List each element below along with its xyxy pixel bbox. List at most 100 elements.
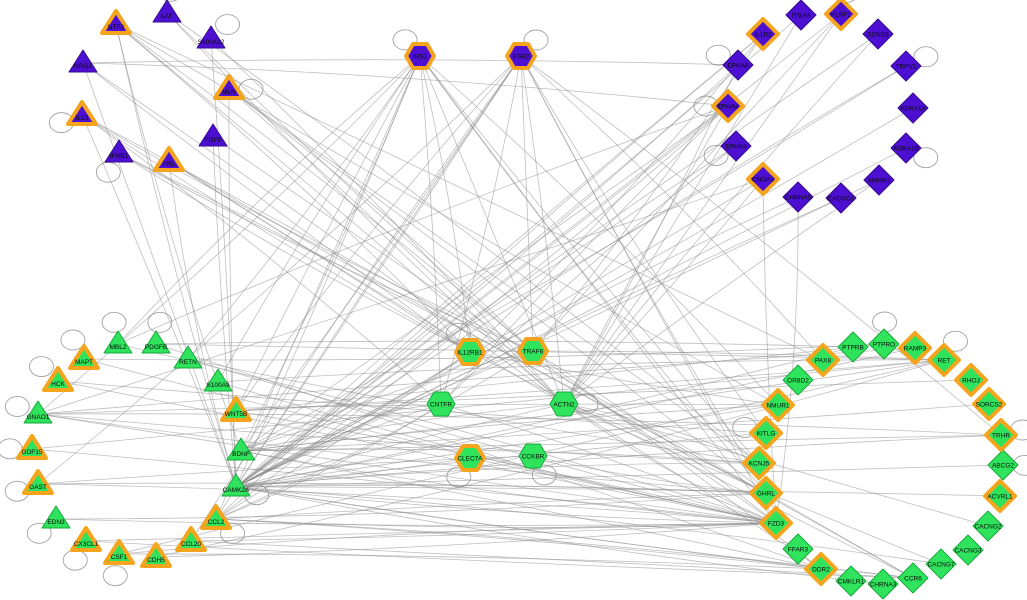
node-CLEC7A[interactable]: CLEC7A (454, 444, 486, 472)
node-shape (505, 42, 537, 70)
node-ADRA1B[interactable]: ADRA1B (890, 132, 922, 164)
node-FZD3[interactable]: FZD3 (759, 506, 793, 540)
edge-CCL2-GHRL (215, 492, 767, 520)
node-shape (203, 368, 233, 392)
edge-RETN-FZD3 (187, 358, 777, 524)
edge-AMHR2-CAMK2A (235, 179, 880, 488)
node-shape (100, 9, 132, 35)
node-ITGA8[interactable]: ITGA8 (785, 0, 817, 31)
self-loop-MBL2 (101, 311, 127, 333)
node-CX3CL1[interactable]: CX3CL1 (70, 526, 102, 552)
edge-CNTFR-CAMK2A (235, 403, 442, 488)
node-PTPRB[interactable]: PTPRB (837, 331, 869, 363)
node-shape (746, 162, 780, 196)
node-shape (221, 473, 251, 497)
node-EPHA8[interactable]: EPHA8 (722, 49, 754, 81)
node-EPHA3[interactable]: EPHA3 (720, 130, 752, 162)
edge-HCK-FZD3 (57, 380, 777, 524)
edge-CAMK2A-TRHR (235, 434, 1002, 488)
node-CCKBR[interactable]: CCKBR (518, 443, 548, 469)
node-MAPT[interactable]: MAPT (68, 344, 100, 370)
node-shape (987, 449, 1019, 481)
edge-IRS1-RETN (187, 55, 421, 360)
node-MBL2[interactable]: MBL2 (103, 330, 133, 354)
node-IL12RB1[interactable]: IL12RB1 (454, 338, 486, 366)
node-EDN3[interactable]: EDN3 (41, 505, 71, 529)
edge-IL13-IL12RB1 (81, 114, 471, 353)
node-shape (925, 548, 957, 580)
edge-NTF3-ACTN2 (115, 23, 565, 405)
node-NRG1[interactable]: NRG1 (68, 49, 98, 73)
edge-HCK-KITLG (57, 380, 767, 434)
node-ESR2[interactable]: ESR2 (505, 42, 537, 70)
self-loop-RET (943, 330, 968, 352)
node-shape (213, 74, 245, 100)
node-NTF3[interactable]: NTF3 (100, 9, 132, 35)
node-IFNB1[interactable]: IFNB1 (104, 139, 134, 163)
node-HCK[interactable]: HCK (42, 366, 74, 392)
node-LAT[interactable]: LAT (152, 0, 182, 23)
self-loop-S100A12 (215, 14, 241, 35)
node-shape (825, 182, 857, 214)
edge-NTF3-BDNF (115, 23, 242, 452)
node-CHRNA5[interactable]: CHRNA5 (782, 181, 814, 213)
node-TRHR[interactable]: TRHR (984, 418, 1018, 452)
node-CACNG3[interactable]: CACNG3 (952, 534, 984, 566)
node-PDGFB[interactable]: PDGFB (141, 330, 171, 354)
self-loop-GNAO1 (4, 396, 30, 417)
node-shape (742, 446, 776, 480)
edge-BDNF-TRHR (240, 434, 1002, 452)
node-TRAF6[interactable]: TRAF6 (517, 337, 549, 365)
edge-GNAO1-FZD3 (37, 413, 777, 524)
node-shape (22, 469, 54, 495)
node-shape (746, 17, 780, 51)
node-IL1R2[interactable]: IL1R2 (746, 17, 780, 51)
node-CCR6[interactable]: CCR6 (897, 562, 929, 594)
node-PTPRO[interactable]: PTPRO (868, 328, 900, 360)
edge-ESR2-GAST (37, 55, 522, 485)
edge-CCL2-FZD3 (215, 518, 777, 528)
node-AMHR2[interactable]: AMHR2 (863, 164, 895, 196)
node-TRPV1[interactable]: TRPV1 (890, 50, 922, 82)
edge-S100A9-FZD3 (217, 381, 777, 524)
node-CACNG7[interactable]: CACNG7 (925, 548, 957, 580)
edge-LAT-TRAF6 (166, 12, 534, 352)
node-GAST[interactable]: GAST (22, 469, 54, 495)
node-shape (16, 434, 48, 460)
node-SORCS2[interactable]: SORCS2 (972, 387, 1006, 421)
node-FGF5[interactable]: FGF5 (198, 123, 228, 147)
self-loop-PDGFB (147, 311, 173, 333)
edge-KLRF1-ACTN2 (563, 13, 842, 405)
node-IL13[interactable]: IL13 (66, 100, 98, 126)
node-SCN3B[interactable]: SCN3B (862, 18, 894, 50)
node-shape (68, 49, 98, 73)
node-ACVRL1[interactable]: ACVRL1 (983, 479, 1017, 513)
node-GHRL[interactable]: GHRL (749, 476, 783, 510)
edge-PDGFB-DDR2 (155, 343, 822, 570)
self-loop-ADRA1B (913, 147, 939, 169)
node-DDR2[interactable]: DDR2 (804, 552, 838, 586)
node-RET[interactable]: RET (927, 343, 961, 377)
edge-EPHA8-CAMK2A (235, 64, 739, 488)
node-CACNG2[interactable]: CACNG2 (972, 510, 1004, 542)
node-RHOJ[interactable]: RHOJ (954, 363, 988, 397)
node-CMKLR1[interactable]: CMKLR1 (835, 565, 867, 597)
node-shape (68, 344, 100, 370)
edge-TRAF6-BDNF (240, 350, 534, 452)
node-GNAO1[interactable]: GNAO1 (23, 400, 53, 424)
edge-ESR2-KITLG (520, 55, 767, 434)
node-IRS1[interactable]: IRS1 (404, 42, 436, 70)
edge-WNT5B-RHOJ (235, 379, 972, 412)
node-MLN[interactable]: MLN (213, 74, 245, 100)
edge-IL1R2-TRAF6 (532, 33, 764, 352)
node-ABCG2[interactable]: ABCG2 (987, 449, 1019, 481)
node-shape (806, 343, 840, 377)
node-shape (41, 505, 71, 529)
node-shape (863, 164, 895, 196)
node-shape (804, 552, 838, 586)
edge-IRS1-CAMK2A (235, 55, 421, 488)
node-PRL[interactable]: PRL (153, 146, 185, 172)
edge-FGF5-FZD3 (212, 136, 777, 524)
node-ADRA1A[interactable]: ADRA1A (897, 92, 929, 124)
